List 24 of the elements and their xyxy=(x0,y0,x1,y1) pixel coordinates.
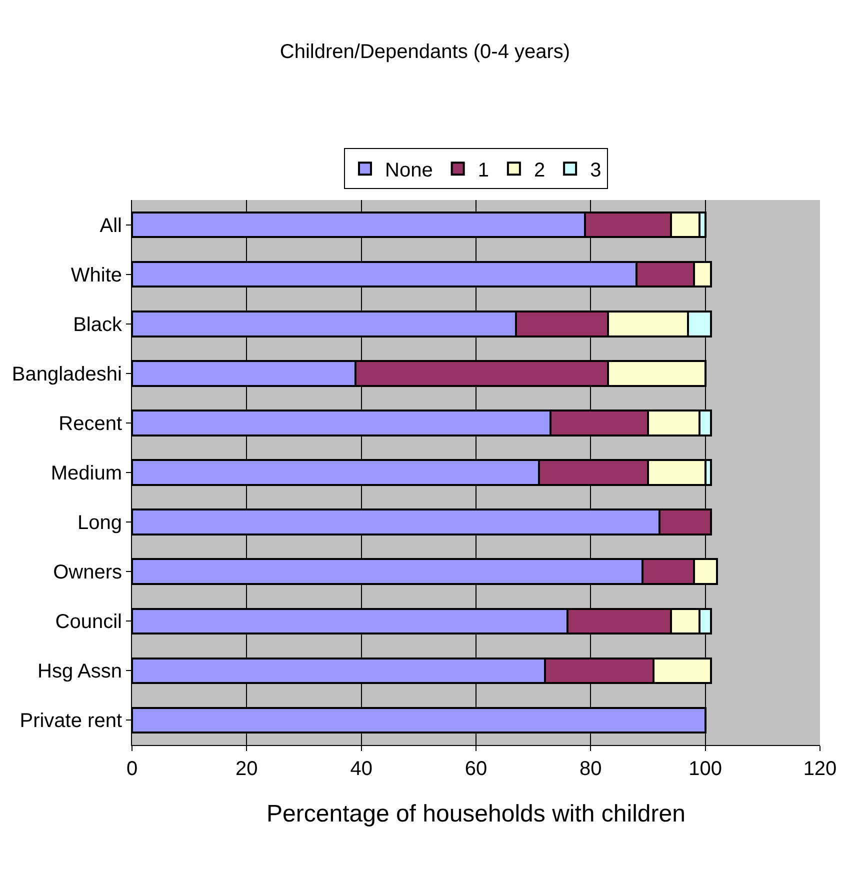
x-tick-label: 20 xyxy=(236,758,258,780)
x-tick-label: 80 xyxy=(580,758,602,780)
legend-label: 1 xyxy=(478,159,489,182)
chart-title: Children/Dependants (0-4 years) xyxy=(280,40,570,63)
legend-label: None xyxy=(385,159,433,182)
y-tick-label: Hsg Assn xyxy=(38,660,122,683)
y-tick-label: White xyxy=(70,264,122,286)
x-tick-label: 0 xyxy=(126,758,138,780)
y-tick-label: Council xyxy=(55,611,122,634)
y-tick-label: Private rent xyxy=(20,710,122,732)
y-tick-label: All xyxy=(100,214,122,237)
y-tick-label: Long xyxy=(78,512,122,534)
y-tick-label: Bangladeshi xyxy=(12,363,122,386)
x-tick-label: 120 xyxy=(803,758,837,780)
legend-label: 3 xyxy=(590,159,602,182)
y-tick-label: Recent xyxy=(58,412,122,435)
x-axis-title: Percentage of households with children xyxy=(266,800,686,828)
y-tick-label: Black xyxy=(73,314,123,336)
x-tick-label: 100 xyxy=(688,758,722,780)
legend-label: 2 xyxy=(534,159,546,182)
y-tick-label: Medium xyxy=(50,462,122,484)
x-tick-label: 60 xyxy=(464,758,488,780)
y-tick-label: Owners xyxy=(53,562,122,584)
x-tick-label: 40 xyxy=(350,758,372,780)
